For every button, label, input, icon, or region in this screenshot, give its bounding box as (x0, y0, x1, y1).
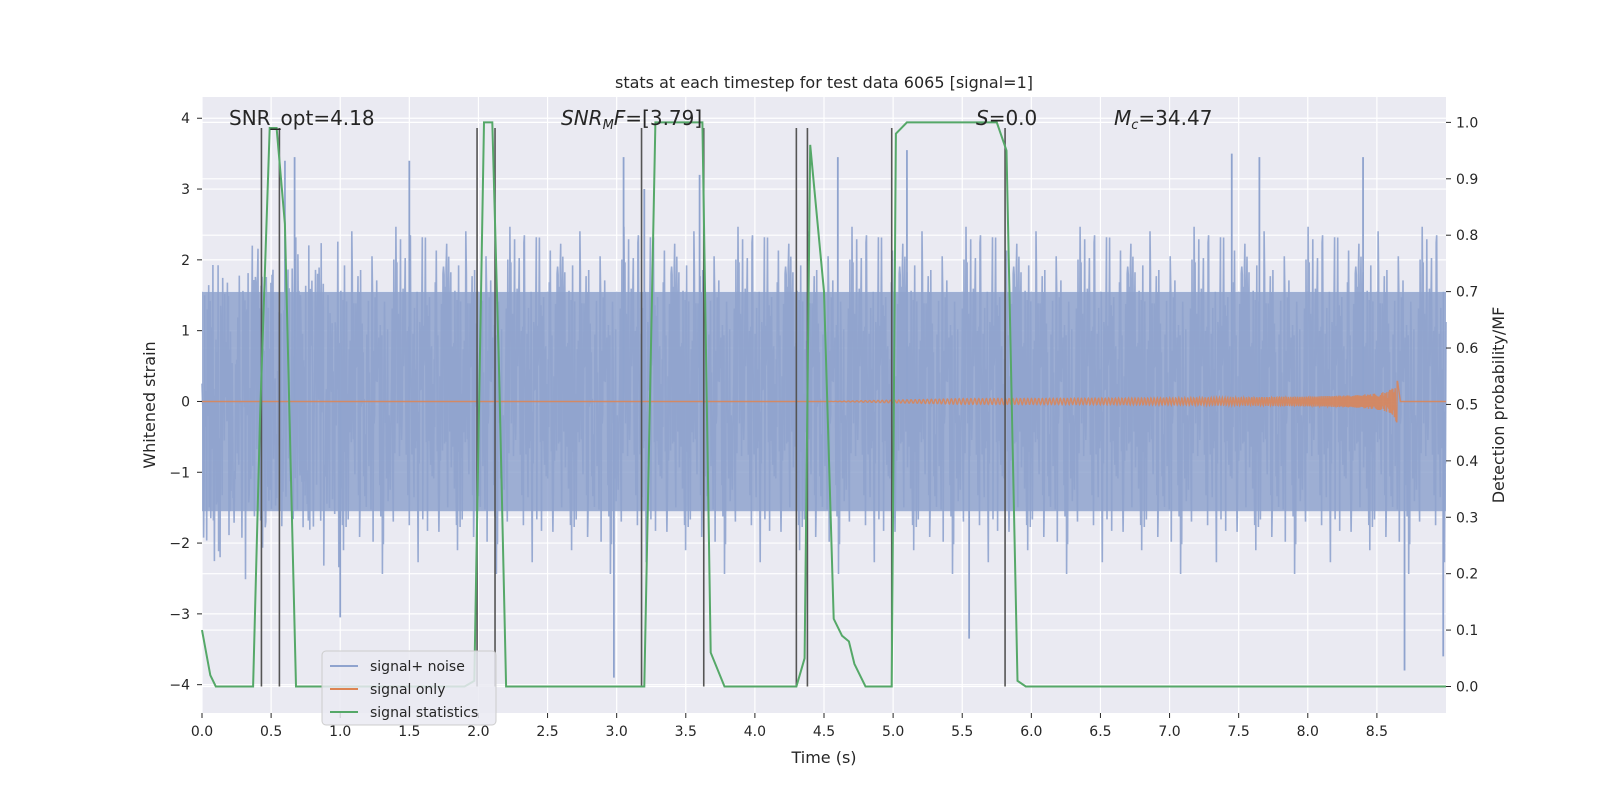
chart-legend: signal+ noise signal only signal statistic… (321, 650, 497, 726)
y-left-tick-label: −4 (169, 678, 190, 694)
chirp-trace (202, 380, 1446, 423)
annotation-s: S=0.0 (976, 106, 1037, 130)
x-tick-label: 3.5 (675, 724, 697, 740)
y-right-tick-label: 0.1 (1456, 623, 1478, 639)
x-tick-label: 1.0 (329, 724, 351, 740)
y-axis-label-left: Whitened strain (140, 341, 159, 468)
x-tick-label: 4.0 (744, 724, 766, 740)
annotation-snr-opt: SNR_opt=4.18 (229, 106, 375, 130)
snr-mf-symbol: SNR (561, 106, 603, 130)
x-tick-label: 0.5 (260, 724, 282, 740)
legend-frame (321, 650, 497, 726)
mc-subscript: c (1131, 118, 1138, 133)
y-right-tick-label: 0.4 (1456, 454, 1478, 470)
x-tick-label: 2.0 (467, 724, 489, 740)
signal-statistics-series (201, 121, 1446, 688)
snr-mf-value: [3.79] (642, 106, 702, 130)
y-left-tick-label: −3 (169, 607, 190, 623)
y-left-tick-label: −2 (169, 536, 190, 552)
x-tick-label: 6.5 (1089, 724, 1111, 740)
legend-label: signal only (370, 682, 445, 698)
x-tick-label: 4.5 (813, 724, 835, 740)
y-axis-label-right: Detection probability/MF (1489, 307, 1508, 504)
s-symbol: S (976, 106, 989, 130)
y-right-tick-label: 0.8 (1456, 228, 1478, 244)
x-tick-label: 1.5 (398, 724, 420, 740)
y-left-tick-label: 0 (181, 394, 190, 410)
x-tick-label: 0.0 (191, 724, 213, 740)
y-left-tick-label: −1 (169, 465, 190, 481)
annotation-mc: Mc=34.47 (1114, 106, 1212, 133)
y-right-tick-label: 0.5 (1456, 397, 1478, 413)
y-right-tick-label: 0.3 (1456, 510, 1478, 526)
annotation-snr-mf: SNRMF=[3.79] (561, 106, 702, 133)
y-left-tick-label: 3 (181, 182, 190, 198)
y-right-tick-label: 0.7 (1456, 285, 1478, 301)
y-right-tick-label: 0.9 (1456, 172, 1478, 188)
statistics-line (201, 121, 1446, 688)
x-axis-label: Time (s) (790, 748, 856, 767)
x-tick-label: 8.5 (1366, 724, 1388, 740)
y-left-tick-label: 2 (181, 253, 190, 269)
legend-label: signal+ noise (370, 659, 465, 675)
x-tick-label: 5.0 (882, 724, 904, 740)
axis-ticks: 0.0 0.5 1.0 1.5 2.0 2.5 3.0 3.5 4.0 4.5 5.0 5.5 6.0 6… (169, 111, 1478, 740)
chart-title: stats at each timestep for test data 606… (615, 73, 1033, 92)
y-right-tick-label: 1.0 (1456, 115, 1478, 131)
snr-mf-subscript: M (603, 118, 614, 133)
x-tick-label: 5.5 (951, 724, 973, 740)
x-tick-label: 7.0 (1158, 724, 1180, 740)
x-tick-label: 2.5 (536, 724, 558, 740)
legend-label: signal statistics (370, 705, 478, 721)
y-left-tick-label: 1 (181, 324, 190, 340)
x-tick-label: 7.5 (1228, 724, 1250, 740)
snr-mf-suffix: F= (614, 106, 642, 130)
signal-only-series (202, 380, 1446, 423)
x-tick-label: 6.0 (1020, 724, 1042, 740)
y-right-tick-label: 0.0 (1456, 679, 1478, 695)
x-tick-label: 3.0 (606, 724, 628, 740)
y-right-tick-label: 0.6 (1456, 341, 1478, 357)
y-left-tick-label: 4 (181, 111, 190, 127)
mc-value: =34.47 (1138, 106, 1212, 130)
y-right-tick-label: 0.2 (1456, 567, 1478, 583)
x-tick-label: 8.0 (1297, 724, 1319, 740)
mc-symbol: M (1114, 106, 1131, 130)
s-value: =0.0 (989, 106, 1038, 130)
